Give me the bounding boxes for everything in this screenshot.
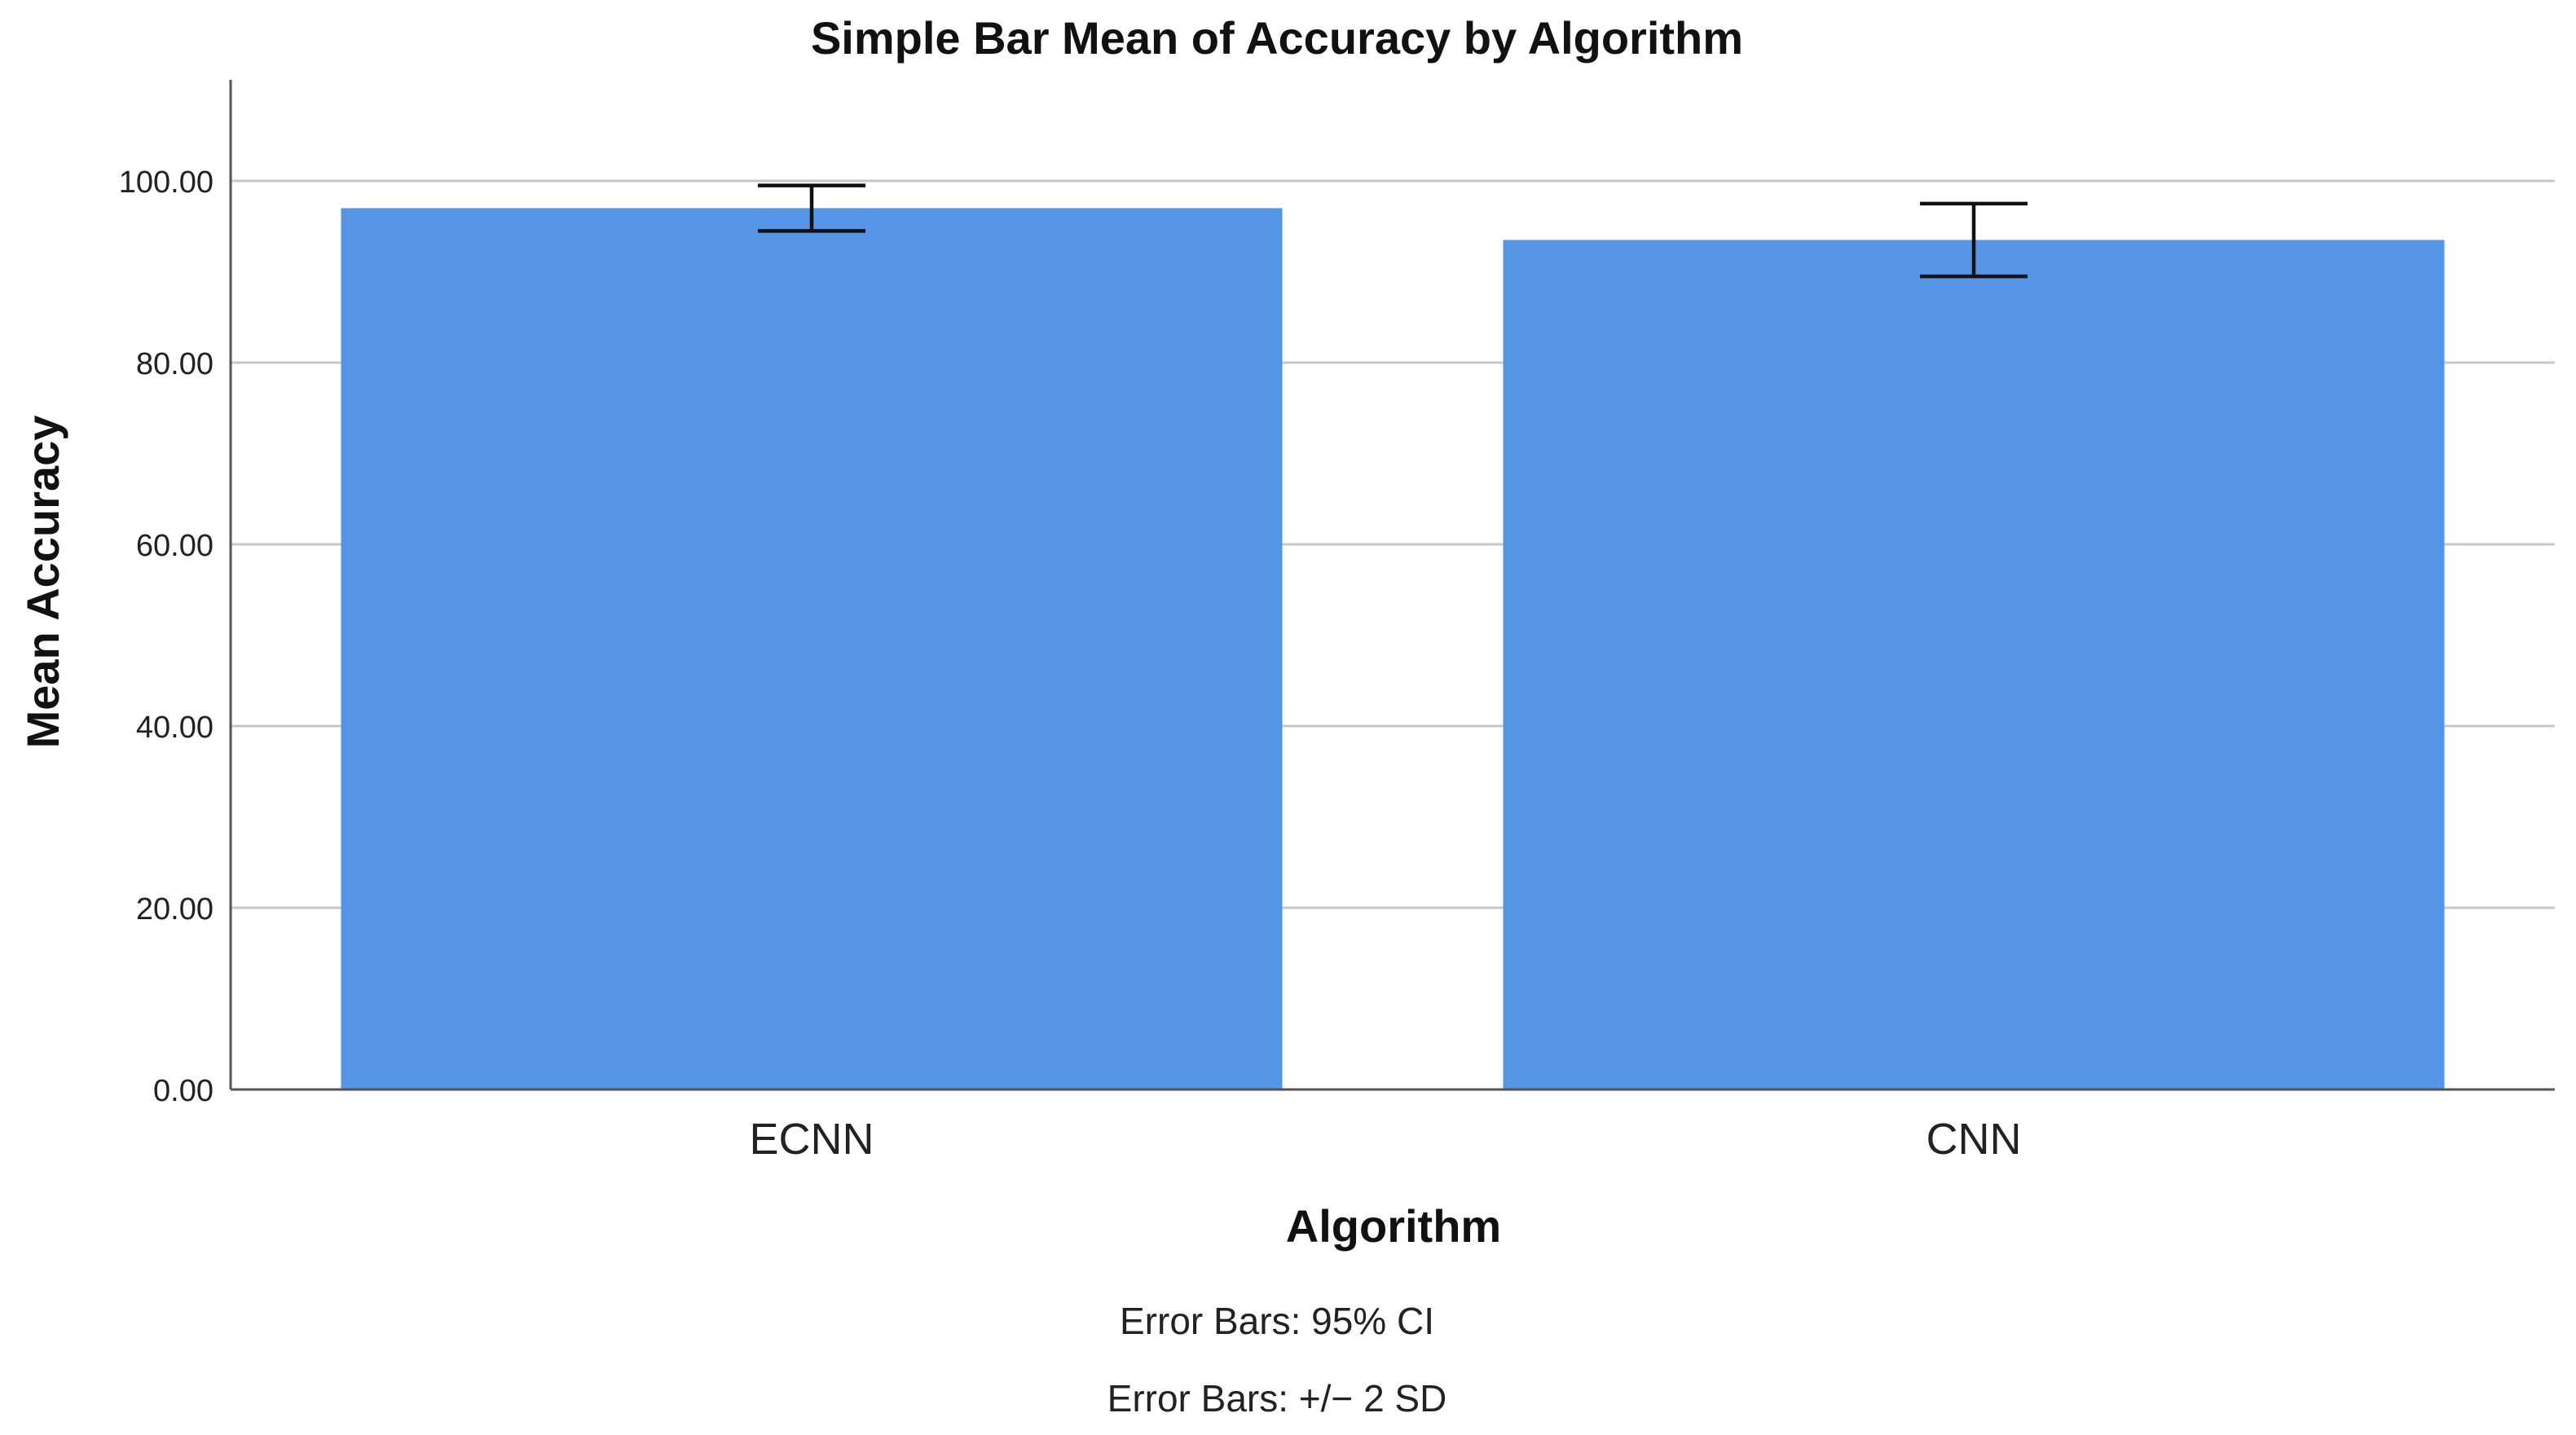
y-tick-label: 0.00 bbox=[153, 1074, 214, 1108]
y-tick-labels: 0.00 20.00 40.00 60.00 80.00 100.00 bbox=[119, 165, 214, 1108]
axes bbox=[229, 80, 2555, 1091]
y-tick-label: 60.00 bbox=[136, 529, 214, 563]
bar-cnn bbox=[1503, 240, 2445, 1090]
y-axis-title: Mean Accuracy bbox=[17, 416, 68, 749]
y-tick-label: 80.00 bbox=[136, 347, 214, 381]
bars bbox=[341, 208, 2445, 1090]
x-tick-label-cnn: CNN bbox=[1926, 1115, 2022, 1164]
chart-title: Simple Bar Mean of Accuracy by Algorithm bbox=[811, 12, 1743, 64]
error-bar-ecnn bbox=[758, 183, 865, 233]
x-tick-labels: ECNN CNN bbox=[749, 1115, 2021, 1164]
x-axis-title: Algorithm bbox=[1286, 1200, 1501, 1252]
bar-ecnn bbox=[341, 208, 1283, 1090]
x-tick-label-ecnn: ECNN bbox=[749, 1115, 874, 1164]
y-tick-label: 40.00 bbox=[136, 711, 214, 745]
error-bars bbox=[758, 183, 2028, 279]
error-bar-note-ci: Error Bars: 95% CI bbox=[1120, 1300, 1434, 1342]
y-tick-label: 20.00 bbox=[136, 892, 214, 927]
error-bar-cnn bbox=[1920, 201, 2028, 279]
y-tick-label: 100.00 bbox=[119, 165, 214, 200]
error-bar-note-sd: Error Bars: +/− 2 SD bbox=[1107, 1377, 1447, 1420]
